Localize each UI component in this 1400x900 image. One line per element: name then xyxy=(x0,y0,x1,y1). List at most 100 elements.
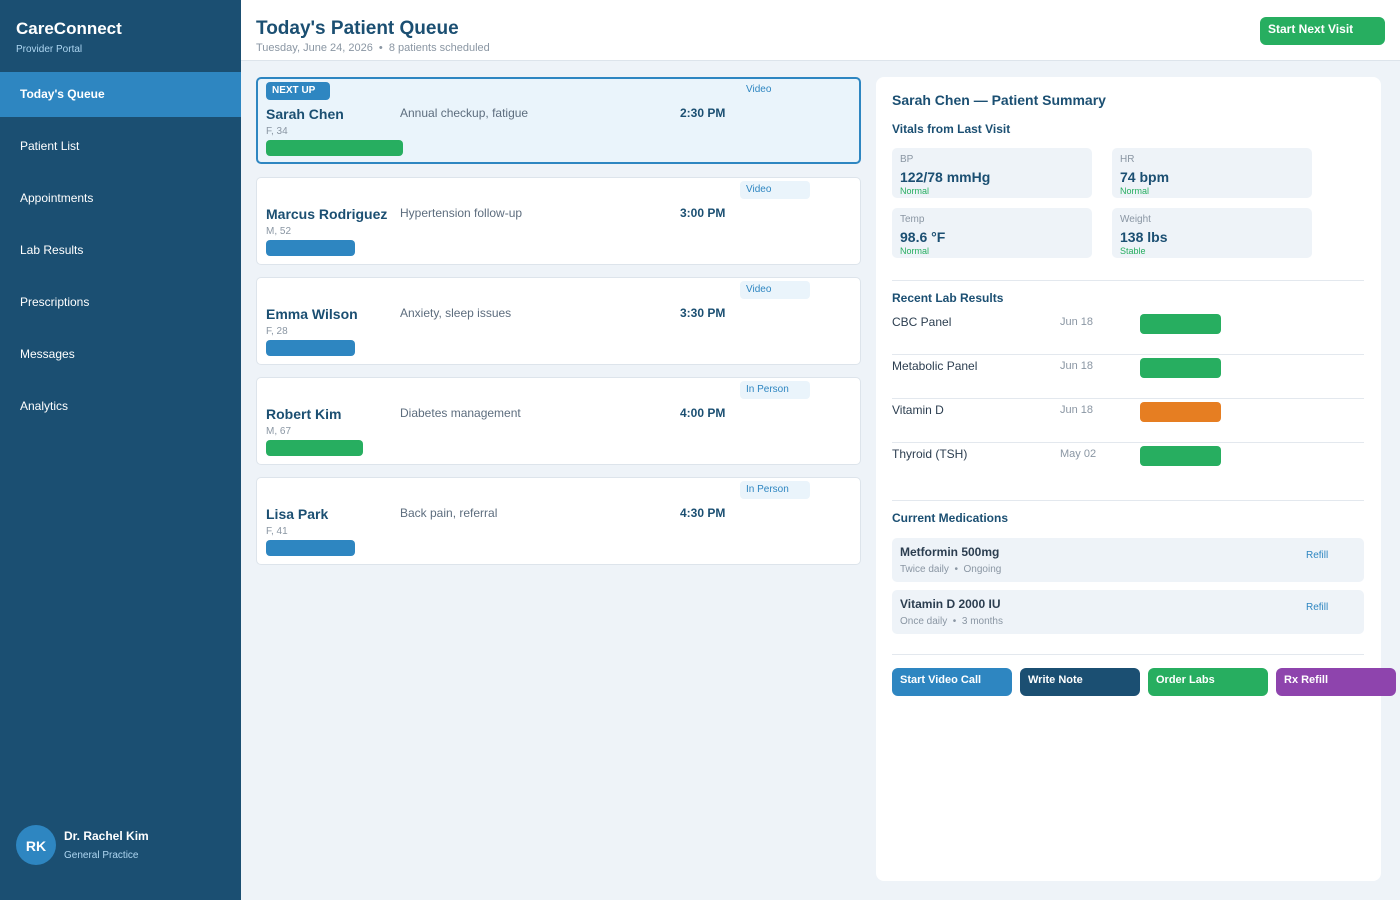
vital-label: Temp xyxy=(900,214,925,225)
vital-value: 74 bpm xyxy=(1120,169,1170,185)
section-heading: Recent Lab Results xyxy=(892,291,1004,305)
vital-card xyxy=(892,208,1092,258)
primary-button[interactable] xyxy=(1260,17,1385,45)
medication-schedule: Twice daily • Ongoing xyxy=(900,564,1002,575)
visit-reason: Hypertension follow-up xyxy=(400,206,523,220)
nav-item[interactable]: Prescriptions xyxy=(20,295,90,309)
visit-type-badge xyxy=(740,481,810,499)
vital-value: 98.6 °F xyxy=(900,229,946,245)
status-badge xyxy=(266,240,355,256)
action-button[interactable] xyxy=(892,668,1012,696)
action-button-label[interactable]: Rx Refill xyxy=(1284,674,1329,686)
medication-schedule: Once daily • 3 months xyxy=(900,616,1003,627)
header xyxy=(241,0,1400,61)
medication-card xyxy=(892,538,1364,582)
row-divider xyxy=(892,442,1364,443)
action-button-label[interactable]: Write Note xyxy=(1028,674,1083,686)
lab-status-badge xyxy=(1140,446,1221,466)
refill-link[interactable]: Refill xyxy=(1306,550,1329,561)
lab-date: Jun 18 xyxy=(1060,404,1094,416)
visit-time: 4:00 PM xyxy=(680,406,726,420)
divider xyxy=(892,654,1364,655)
medication-name: Vitamin D 2000 IU xyxy=(900,597,1001,611)
avatar xyxy=(16,825,56,865)
vital-label: HR xyxy=(1120,154,1135,165)
lab-name: Thyroid (TSH) xyxy=(892,447,968,461)
nav-item[interactable]: Today's Queue xyxy=(20,87,105,101)
row-divider xyxy=(892,354,1364,355)
action-button-label[interactable]: Start Video Call xyxy=(900,674,982,686)
visit-type-badge xyxy=(740,381,810,399)
nav-item[interactable]: Lab Results xyxy=(20,243,84,257)
visit-reason: Diabetes management xyxy=(400,406,521,420)
page-title: Today's Patient Queue xyxy=(256,18,459,39)
lab-name: CBC Panel xyxy=(892,315,952,329)
status-badge xyxy=(266,140,403,156)
action-button[interactable] xyxy=(1020,668,1140,696)
vital-card xyxy=(1112,208,1312,258)
visit-reason: Back pain, referral xyxy=(400,506,498,520)
brand: CareConnect xyxy=(16,19,122,38)
visit-type: Video xyxy=(746,284,772,295)
patient-name: Emma Wilson xyxy=(266,306,358,322)
nav-item[interactable]: Patient List xyxy=(20,139,80,153)
row-divider xyxy=(892,398,1364,399)
vital-status: Normal xyxy=(900,246,930,256)
vital-value: 122/78 mmHg xyxy=(900,169,991,185)
patient-name: Marcus Rodriguez xyxy=(266,206,388,222)
divider xyxy=(892,500,1364,501)
action-button[interactable] xyxy=(1276,668,1396,696)
vital-value: 138 lbs xyxy=(1120,229,1168,245)
vital-status: Normal xyxy=(1120,186,1150,196)
patient-name: Sarah Chen xyxy=(266,106,344,122)
next-up-label: NEXT UP xyxy=(272,85,316,96)
visit-time: 3:00 PM xyxy=(680,206,726,220)
action-button-label[interactable]: Order Labs xyxy=(1156,674,1215,686)
sidebar xyxy=(0,0,241,900)
lab-date: Jun 18 xyxy=(1060,316,1094,328)
visit-time: 4:30 PM xyxy=(680,506,726,520)
user-role: General Practice xyxy=(64,850,139,861)
vital-label: BP xyxy=(900,154,914,165)
visit-time: 2:30 PM xyxy=(680,106,726,120)
status-badge xyxy=(266,440,363,456)
visit-reason: Anxiety, sleep issues xyxy=(400,306,512,320)
lab-date: May 02 xyxy=(1060,448,1097,460)
vital-label: Weight xyxy=(1120,214,1151,225)
patient-info: F, 41 xyxy=(266,526,288,537)
status-badge xyxy=(266,340,355,356)
visit-time: 3:30 PM xyxy=(680,306,726,320)
lab-status-badge xyxy=(1140,402,1221,422)
patient-info: F, 34 xyxy=(266,126,288,137)
vital-status: Stable xyxy=(1120,246,1146,256)
section-heading: Vitals from Last Visit xyxy=(892,122,1011,136)
vital-card xyxy=(892,148,1092,198)
nav-active xyxy=(0,72,241,117)
divider xyxy=(892,280,1364,281)
summary-title: Sarah Chen — Patient Summary xyxy=(892,92,1106,108)
lab-name: Vitamin D xyxy=(892,403,944,417)
nav-item[interactable]: Analytics xyxy=(20,399,69,413)
visit-type: Video xyxy=(746,84,772,95)
patient-name: Robert Kim xyxy=(266,406,342,422)
medication-card xyxy=(892,590,1364,634)
visit-type-badge xyxy=(740,181,810,199)
nav-item[interactable]: Appointments xyxy=(20,191,94,205)
medication-name: Metformin 500mg xyxy=(900,545,1000,559)
lab-name: Metabolic Panel xyxy=(892,359,978,373)
section-heading: Current Medications xyxy=(892,511,1009,525)
user-name: Dr. Rachel Kim xyxy=(64,829,149,843)
patient-info: M, 52 xyxy=(266,226,292,237)
visit-type-badge xyxy=(740,281,810,299)
nav-item[interactable]: Messages xyxy=(20,347,75,361)
vital-card xyxy=(1112,148,1312,198)
next-up-badge xyxy=(266,82,330,100)
action-button[interactable] xyxy=(1148,668,1268,696)
status-badge xyxy=(266,540,355,556)
patient-name: Lisa Park xyxy=(266,506,329,522)
refill-link[interactable]: Refill xyxy=(1306,602,1329,613)
patient-info: M, 67 xyxy=(266,426,292,437)
primary-button-label[interactable]: Start Next Visit xyxy=(1268,22,1354,36)
lab-status-badge xyxy=(1140,358,1221,378)
